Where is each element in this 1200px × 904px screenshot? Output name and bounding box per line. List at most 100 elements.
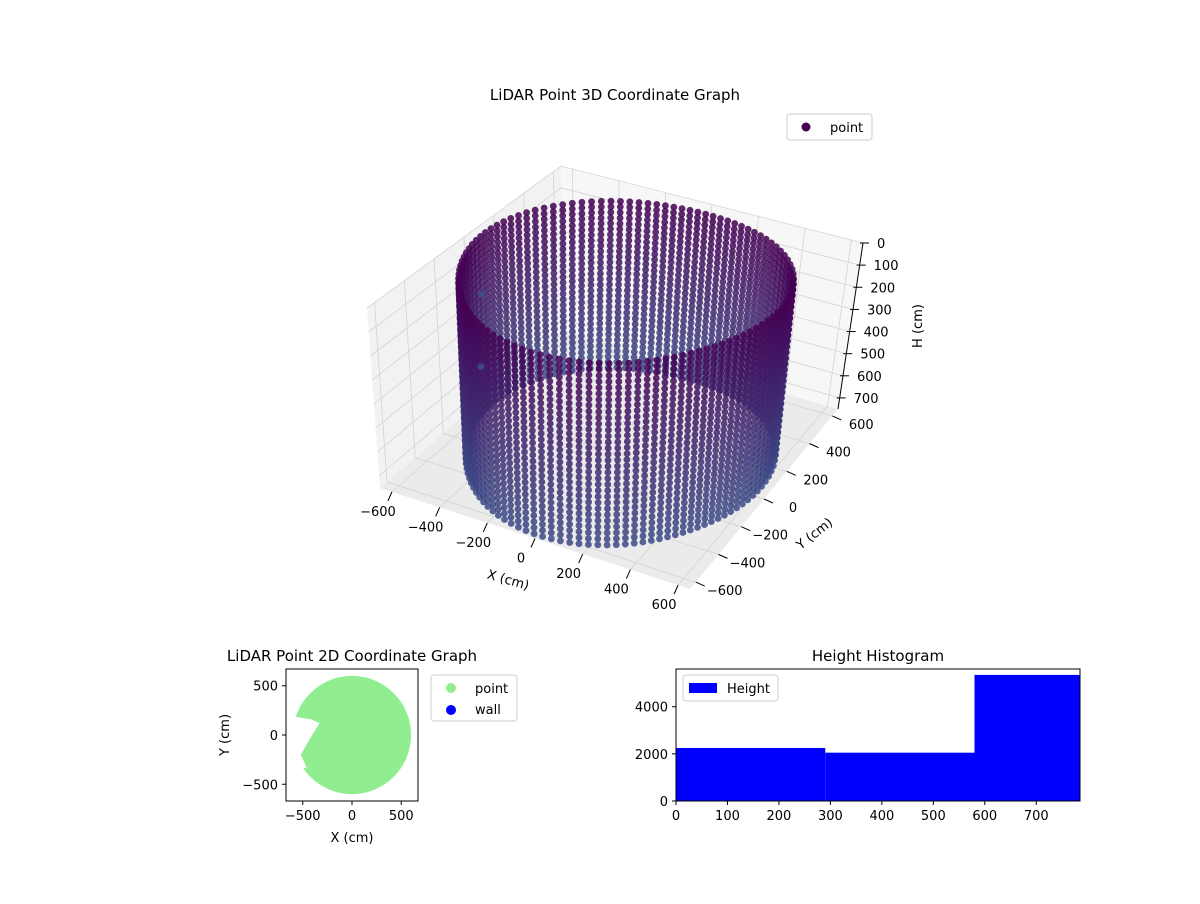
3d-data-point xyxy=(482,229,489,236)
3d-data-point xyxy=(701,381,709,388)
3d-data-point xyxy=(669,231,676,239)
3d-data-point xyxy=(519,351,526,359)
3d-data-point xyxy=(615,286,622,294)
3d-data-point xyxy=(624,259,632,267)
3d-data-point xyxy=(687,324,695,332)
3d-data-point xyxy=(555,355,563,363)
3d-data-point xyxy=(764,317,772,325)
3d-data-point xyxy=(709,212,717,220)
3d-data-point xyxy=(547,480,555,488)
3d-data-point xyxy=(732,340,740,348)
3d-data-point xyxy=(514,487,521,495)
3d-data-point xyxy=(712,441,720,448)
3d-data-point xyxy=(597,225,605,233)
3d-data-point xyxy=(657,493,665,501)
3d-data-point xyxy=(711,287,719,294)
3d-data-point xyxy=(490,355,498,363)
3d-data-point xyxy=(631,343,638,350)
3d-data-point xyxy=(537,393,545,401)
3d-data-point xyxy=(547,450,554,458)
3d-data-point xyxy=(667,455,674,463)
3d-data-point xyxy=(532,251,540,259)
3d-data-point xyxy=(501,274,509,282)
3d-data-point xyxy=(623,325,630,333)
3d-data-point xyxy=(623,309,631,316)
3d-data-point xyxy=(529,475,537,483)
3d-data-point xyxy=(735,475,743,482)
3d-data-point xyxy=(695,310,703,318)
3d-data-point xyxy=(492,439,500,447)
3d-data-point xyxy=(737,445,745,453)
3d-data-point xyxy=(689,473,697,480)
3d-data-point xyxy=(527,348,535,356)
3d-data-point xyxy=(513,433,520,440)
3d-data-point xyxy=(597,214,605,222)
3d-data-point xyxy=(569,333,576,341)
3d-data-point xyxy=(643,376,651,383)
3d-data-point xyxy=(676,243,684,251)
3d-data-point xyxy=(587,331,594,339)
3d-data-point xyxy=(597,253,604,261)
3d-data-point xyxy=(723,379,731,386)
3d-data-point xyxy=(632,304,640,311)
3d-data-point xyxy=(720,426,728,434)
3d-data-point xyxy=(639,526,647,534)
3d-data-point xyxy=(754,373,762,381)
3d-data-point xyxy=(506,471,514,479)
3d-data-point xyxy=(693,401,700,409)
3d-data-point xyxy=(489,331,497,339)
3d-data-point xyxy=(681,289,689,297)
3d-data-point xyxy=(565,357,573,364)
3d-data-point xyxy=(718,346,726,354)
3d-data-point xyxy=(681,295,689,303)
3d-data-point xyxy=(650,458,658,466)
3d-data-point xyxy=(640,305,648,312)
3d-data-point xyxy=(633,425,641,432)
3d-data-point xyxy=(622,498,630,506)
3d-data-point xyxy=(596,342,603,349)
3d-data-point xyxy=(643,382,651,389)
3d-data-point xyxy=(496,323,504,331)
3d-data-point xyxy=(723,319,730,327)
3d-data-point xyxy=(542,333,550,341)
3d-data-point xyxy=(744,430,752,438)
3d-data-point xyxy=(693,230,700,238)
3d-data-point xyxy=(578,315,585,323)
3d-data-point xyxy=(659,252,667,259)
3d-data-point xyxy=(488,465,495,473)
3d-data-point xyxy=(694,208,702,216)
3d-data-point xyxy=(703,351,711,359)
3d-data-point xyxy=(744,231,751,239)
3d-data-point xyxy=(700,399,708,406)
3d-data-point xyxy=(528,421,536,429)
3d-data-point xyxy=(568,250,576,257)
3d-data-point xyxy=(711,453,719,460)
3d-data-point xyxy=(556,440,564,448)
3d-data-point xyxy=(587,342,594,350)
3d-data-point xyxy=(605,396,613,404)
3d-data-point xyxy=(556,398,563,405)
3d-data-point xyxy=(623,486,630,494)
3d-data-point xyxy=(560,346,567,354)
3d-data-point xyxy=(537,411,545,419)
3d-data-point xyxy=(708,235,715,242)
3d-data-point xyxy=(683,445,691,453)
3d-data-point xyxy=(511,372,519,380)
3d-data-point xyxy=(762,235,770,243)
3d-data-point xyxy=(566,526,573,534)
3d-data-point xyxy=(531,206,539,214)
3d-data-point xyxy=(734,414,741,421)
3d-data-point xyxy=(575,522,583,529)
3d-data-point xyxy=(607,225,614,233)
3d-data-point xyxy=(496,353,504,361)
3d-data-point xyxy=(533,296,541,304)
3d-data-point xyxy=(631,337,638,345)
3d-data-point xyxy=(690,280,697,288)
3d-data-point xyxy=(689,467,697,474)
3d-data-point xyxy=(514,505,522,513)
3d-y-gridline xyxy=(374,302,696,583)
3d-data-point xyxy=(522,503,529,510)
3d-data-point xyxy=(528,385,536,392)
3d-data-point xyxy=(578,343,585,351)
3d-data-point xyxy=(650,440,658,448)
